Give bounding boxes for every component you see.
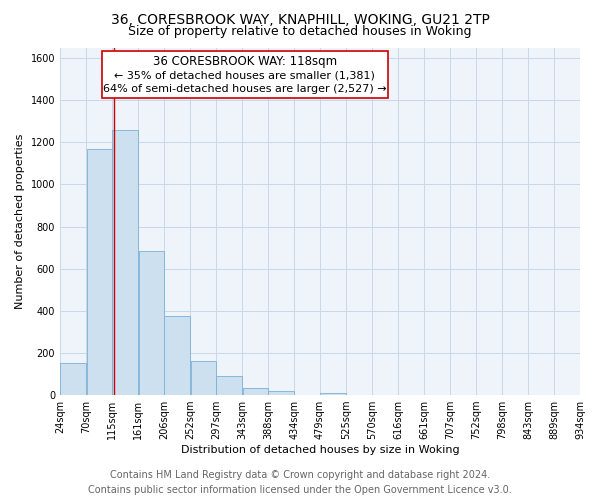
Text: ← 35% of detached houses are smaller (1,381): ← 35% of detached houses are smaller (1,… [114,70,375,81]
Text: Contains HM Land Registry data © Crown copyright and database right 2024.
Contai: Contains HM Land Registry data © Crown c… [88,470,512,495]
Bar [139,251,164,395]
Bar [191,362,216,395]
Text: 36, CORESBROOK WAY, KNAPHILL, WOKING, GU21 2TP: 36, CORESBROOK WAY, KNAPHILL, WOKING, GU… [110,12,490,26]
X-axis label: Distribution of detached houses by size in Woking: Distribution of detached houses by size … [181,445,460,455]
Text: Size of property relative to detached houses in Woking: Size of property relative to detached ho… [128,25,472,38]
Bar [216,376,242,395]
Bar [320,393,346,395]
Bar [242,388,268,395]
Bar [112,130,137,395]
Text: 64% of semi-detached houses are larger (2,527) →: 64% of semi-detached houses are larger (… [103,84,386,94]
Bar [60,363,86,395]
Y-axis label: Number of detached properties: Number of detached properties [15,134,25,309]
Bar [86,148,112,395]
Text: 36 CORESBROOK WAY: 118sqm: 36 CORESBROOK WAY: 118sqm [152,55,337,68]
FancyBboxPatch shape [101,51,388,98]
Bar [268,391,293,395]
Bar [164,316,190,395]
